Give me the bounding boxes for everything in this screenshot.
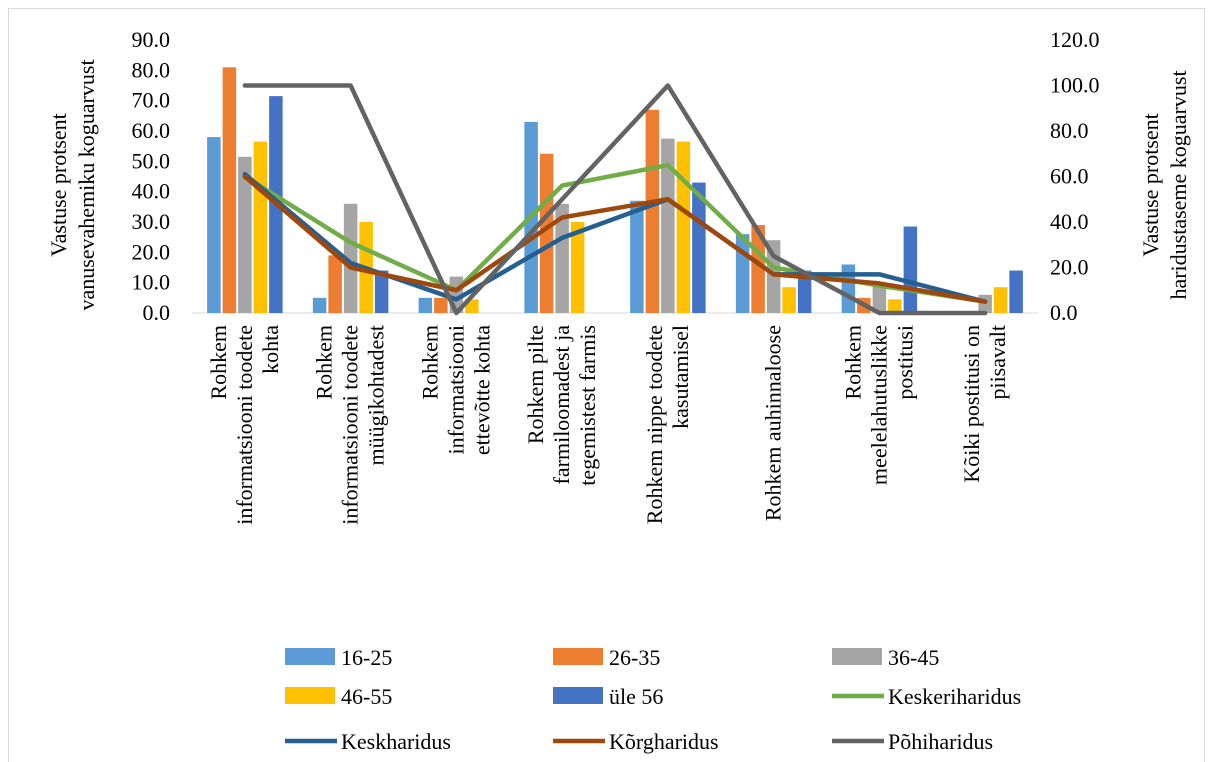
right-axis-tick-label: 60.0 [1050,164,1089,189]
category-label: Rohkeminformatsiooni toodetemüügikohtade… [312,325,389,525]
legend-swatch [285,648,335,665]
legend-label: 36-45 [888,645,939,670]
right-axis-title: Vastuse protsent haridustaseme koguarvust [1138,70,1191,299]
legend-label: 26-35 [609,645,660,670]
category-label: Rohkem auhinnaloose [761,325,786,521]
legend-label: Keskeriharidus [888,684,1021,709]
bar-16-25 [207,137,221,313]
bar-üle-56 [797,270,812,313]
bar-26-35 [222,67,237,313]
bar-16-25 [418,297,433,313]
left-axis-tick-label: 40.0 [132,179,171,204]
bar-46-55 [676,141,691,313]
category-label: Rohkemmeelelahutuslikkepostitusi [840,325,917,485]
bar-36-45 [978,294,992,313]
left-axis-title: Vastuse protsent vanusevahemiku koguarvus… [46,59,99,310]
legend-label: Põhiharidus [888,729,993,754]
bar-36-45 [343,203,358,313]
legend-swatch [553,687,603,704]
right-axis-tick-label: 0.0 [1050,300,1078,325]
legend-swatch [285,687,335,704]
line-series-kõrgharidus [242,174,988,304]
bar-36-45 [555,203,569,313]
bar-26-35 [645,109,660,314]
legend-swatch [832,648,882,665]
bar-36-45 [661,138,675,313]
left-axis-tick-label: 0.0 [143,300,171,325]
left-axis-tick-label: 50.0 [132,148,171,173]
bar-46-55 [993,287,1008,313]
bar-46-55 [888,299,902,313]
legend-label: Keskharidus [341,729,451,754]
bar-16-25 [735,234,750,313]
legend-label: üle 56 [609,684,663,709]
bar-46-55 [253,141,268,313]
category-label: Kõiki postitusi onpiisavalt [959,325,1010,483]
bar-46-55 [570,222,585,313]
legend-label: 16-25 [341,645,392,670]
legend-label: Kõrgharidus [609,729,719,754]
left-axis-tick-label: 70.0 [132,88,171,113]
bar-36-45 [238,156,252,313]
line-series-põhiharidus [242,83,988,316]
chart-frame [8,8,1205,762]
left-axis-tick-label: 60.0 [132,118,171,143]
left-axis-tick-label: 30.0 [132,209,171,234]
right-axis-tick-label: 120.0 [1050,27,1100,52]
left-axis-tick-label: 10.0 [132,270,171,295]
left-axis-tick-label: 80.0 [132,57,171,82]
bar-46-55 [782,287,796,313]
bar-16-25 [841,264,856,313]
bar-üle-56 [692,182,706,313]
right-axis-tick-label: 80.0 [1050,118,1089,143]
bar-üle-56 [1009,270,1023,313]
legend-label: 46-55 [341,684,392,709]
legend-swatch [553,648,603,665]
right-axis-tick-label: 100.0 [1050,73,1100,98]
bar-16-25 [312,297,327,313]
bar-26-35 [328,255,342,313]
category-label: Rohkem piltefarmiloomadest jategemistest… [523,325,600,486]
right-axis-tick-label: 20.0 [1050,255,1089,280]
bar-36-45 [872,285,887,313]
category-label: Rohkeminformatsiooniettevõtte kohta [417,325,494,455]
bar-16-25 [630,200,644,313]
bar-26-35 [434,297,448,313]
left-axis-tick-label: 20.0 [132,239,171,264]
category-label: Rohkeminformatsiooni toodetekohta [206,325,283,525]
left-axis-tick-label: 90.0 [132,27,171,52]
bar-üle-56 [374,270,389,313]
category-label: Rohkem nippe toodetekasutamisel [642,325,693,524]
bar-26-35 [539,153,554,313]
right-axis-tick-label: 40.0 [1050,209,1089,234]
bar-üle-56 [903,226,918,313]
